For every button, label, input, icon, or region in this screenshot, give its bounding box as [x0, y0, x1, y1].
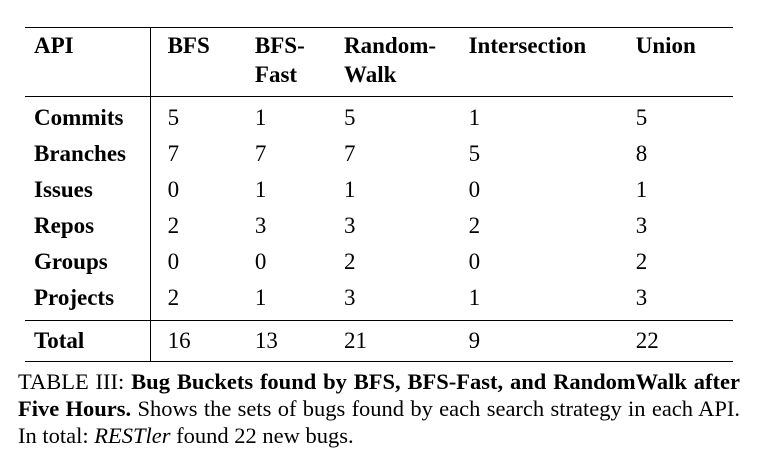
header-union-label: Union: [635, 33, 696, 58]
cell-bfs-fast: 3: [254, 213, 267, 238]
cell-bfs: 5: [167, 105, 180, 130]
caption-title: Bug Buckets found by BFS, BFS-Fast, and …: [18, 369, 740, 421]
table-row: Issues 0 1 1 0 1: [25, 172, 733, 208]
cell-union: 5: [635, 105, 648, 130]
bug-buckets-table: API BFS BFS- Fast Random- Walk Intersectio…: [25, 27, 733, 362]
cell-random-walk: 3: [344, 213, 356, 238]
table-row: Branches 7 7 7 5 8: [25, 136, 733, 172]
cell-bfs-fast: 7: [254, 141, 267, 166]
cell-bfs-fast: 1: [254, 285, 267, 310]
total-row: Total 16 13 21 9 22: [25, 320, 733, 362]
cell-intersection: 2: [468, 213, 481, 238]
header-bfs-fast: BFS- Fast: [255, 28, 344, 97]
cell-intersection: 1: [468, 105, 481, 130]
cell-union: 8: [635, 141, 648, 166]
cell-union: 3: [635, 213, 648, 238]
cell-intersection: 0: [468, 249, 481, 274]
header-random-walk-line1: Random-: [344, 33, 437, 58]
caption-text-before: Shows the sets of bugs found by each sea…: [18, 396, 740, 448]
header-union: Union: [636, 28, 733, 97]
header-intersection: Intersection: [469, 28, 636, 97]
cell-bfs: 2: [167, 213, 180, 238]
table-row: Commits 5 1 5 1 5: [25, 96, 733, 136]
table-header: API BFS BFS- Fast Random- Walk Intersectio…: [25, 27, 733, 97]
total-label: Total: [25, 320, 151, 362]
table-row: Groups 0 0 2 0 2: [25, 244, 733, 280]
caption-tool-name: RESTler: [94, 423, 171, 448]
caption-text-after: found 22 new bugs.: [176, 423, 354, 448]
cell-random-walk: 5: [344, 105, 356, 130]
cell-intersection: 1: [468, 285, 481, 310]
header-bfs-fast-line1: BFS-: [254, 33, 305, 58]
row-api-label: Branches: [25, 136, 151, 172]
total-bfs-fast: 13: [254, 328, 278, 353]
cell-union: 1: [635, 177, 648, 202]
total-intersection: 9: [468, 328, 481, 353]
cell-intersection: 0: [468, 177, 481, 202]
header-random-walk: Random- Walk: [344, 28, 469, 97]
table-total-section: Total 16 13 21 9 22: [25, 320, 733, 362]
row-api-label: Groups: [25, 244, 151, 280]
header-api: API: [25, 27, 151, 97]
header-random-walk-line2: Walk: [344, 62, 397, 87]
caption-label: TABLE III:: [18, 369, 125, 394]
total-random-walk: 21: [344, 328, 368, 353]
cell-bfs-fast: 1: [254, 105, 267, 130]
cell-intersection: 5: [468, 141, 481, 166]
total-bfs: 16: [167, 328, 191, 353]
row-api-label: Repos: [25, 208, 151, 244]
header-api-label: API: [34, 33, 74, 58]
cell-union: 2: [635, 249, 648, 274]
cell-random-walk: 3: [344, 285, 356, 310]
table-body: Commits 5 1 5 1 5 Branches 7 7 7 5 8 Iss…: [25, 96, 733, 321]
cell-bfs: 0: [167, 249, 180, 274]
row-api-label: Projects: [25, 280, 151, 321]
header-intersection-label: Intersection: [468, 33, 587, 58]
header-bfs-label: BFS: [167, 33, 210, 58]
cell-random-walk: 2: [344, 249, 356, 274]
cell-bfs-fast: 1: [254, 177, 267, 202]
header-row: API BFS BFS- Fast Random- Walk Intersectio…: [25, 27, 733, 97]
row-api-label: Commits: [25, 96, 151, 136]
cell-bfs: 0: [167, 177, 180, 202]
cell-random-walk: 1: [344, 177, 356, 202]
cell-random-walk: 7: [344, 141, 356, 166]
table-row: Projects 2 1 3 1 3: [25, 280, 733, 321]
cell-bfs: 2: [167, 285, 180, 310]
header-bfs-fast-line2: Fast: [254, 62, 298, 87]
cell-bfs-fast: 0: [254, 249, 267, 274]
table-row: Repos 2 3 3 2 3: [25, 208, 733, 244]
results-table-container: API BFS BFS- Fast Random- Walk Intersectio…: [25, 27, 733, 362]
row-api-label: Issues: [25, 172, 151, 208]
total-union: 22: [635, 328, 659, 353]
table-caption: TABLE III: Bug Buckets found by BFS, BFS…: [18, 368, 740, 449]
cell-bfs: 7: [167, 141, 180, 166]
header-bfs: BFS: [150, 28, 255, 97]
cell-union: 3: [635, 285, 648, 310]
